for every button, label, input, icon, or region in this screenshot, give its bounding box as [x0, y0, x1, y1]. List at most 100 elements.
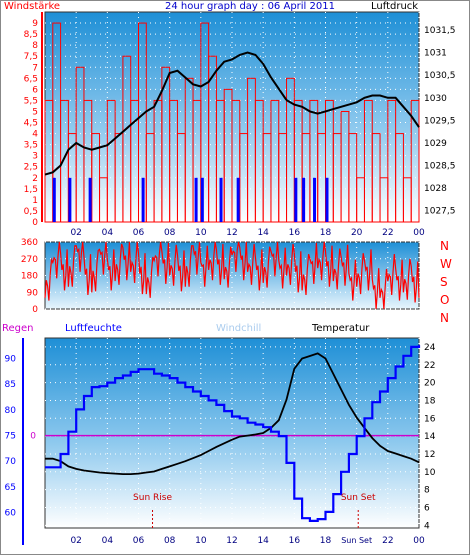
wind-tick-label: 1,5: [24, 185, 38, 195]
pressure-tick-labels: 1027,5 1028 1028,5 1029 1029,5 1030 1030,5 1031…: [424, 26, 456, 217]
gust-bar: [219, 177, 223, 222]
legend-regen: Regen: [2, 323, 34, 334]
temperature-tick-label: 18: [424, 396, 436, 406]
x-tick-labels-bottom: 02 04 06 08 10 12 14 16 18 Sun Set 22 00: [70, 536, 425, 546]
pressure-tick-label: 1031,5: [424, 26, 456, 36]
x-tick-label: 02: [70, 536, 81, 546]
x-tick-label: 04: [102, 228, 114, 238]
wind-tick-label: 0,5: [24, 207, 38, 217]
x-tick-label: 00: [413, 536, 425, 546]
gust-bar: [200, 177, 204, 222]
compass-label: N: [440, 311, 449, 325]
temperature-tick-label: 14: [424, 432, 436, 442]
wind-tick-label: 2,5: [24, 163, 38, 173]
x-tick-label: 10: [195, 536, 207, 546]
direction-tick-label: 0: [32, 305, 38, 315]
temperature-tick-label: 10: [424, 468, 436, 478]
x-tick-label: 04: [102, 536, 114, 546]
gust-bar: [141, 177, 145, 222]
wind-direction-tick-labels: 360 270 180 90 0: [21, 238, 38, 315]
x-tick-label: 06: [133, 536, 145, 546]
x-tick-label: 02: [70, 228, 81, 238]
legend-luftfeuchte: Luftfeuchte: [65, 323, 122, 334]
rain-tick-label: 0: [30, 432, 36, 442]
direction-tick-label: 360: [21, 238, 38, 248]
humidity-tick-labels: 60 65 70 75 80 85 90: [5, 355, 17, 519]
x-tick-label: 20: [351, 228, 363, 238]
gust-bar: [313, 177, 317, 222]
wind-tick-label: 0: [32, 218, 38, 228]
wind-direction-line: [44, 241, 420, 310]
x-tick-label: 12: [226, 228, 237, 238]
temperature-tick-label: 16: [424, 414, 436, 424]
humidity-tick-label: 60: [5, 509, 17, 519]
wind-tick-label: 3: [32, 152, 38, 162]
x-tick-label: 08: [164, 228, 176, 238]
wind-tick-label: 8: [32, 41, 38, 51]
x-tick-label: 16: [289, 536, 301, 546]
compass-label: N: [440, 239, 449, 253]
pressure-tick-label: 1028,5: [424, 162, 456, 172]
direction-tick-label: 90: [27, 288, 39, 298]
wind-tick-label: 6,5: [24, 74, 38, 84]
wind-tick-label: 7: [32, 63, 38, 73]
gust-bars: [52, 177, 329, 222]
x-tick-label: 14: [257, 536, 269, 546]
compass-label: S: [440, 275, 448, 289]
wind-tick-label: 4: [32, 130, 38, 140]
x-tick-label: 06: [133, 228, 145, 238]
sun-set-label: Sun Set: [341, 493, 376, 503]
humidity-tick-label: 65: [5, 483, 16, 493]
page-title: 24 hour graph day : 06 April 2011: [165, 1, 335, 12]
pressure-tick-label: 1028: [424, 184, 447, 194]
x-tick-label: 00: [413, 228, 425, 238]
gust-bar: [194, 177, 198, 222]
humidity-line: [45, 352, 420, 476]
humidity-tick-label: 90: [5, 355, 17, 365]
x-tick-label: 14: [257, 228, 269, 238]
wind-tick-label: 4,5: [24, 119, 38, 129]
x-tick-label: 08: [164, 536, 176, 546]
legend-windchill: Windchill: [216, 323, 261, 334]
x-tick-label: Sun Set: [341, 536, 372, 545]
temperature-tick-label: 24: [424, 343, 436, 353]
wind-tick-label: 3,5: [24, 141, 38, 151]
gust-bar: [88, 177, 92, 222]
wind-bar: [410, 99, 420, 223]
gust-bar: [236, 177, 240, 222]
temperature-tick-label: 6: [424, 503, 430, 513]
pressure-tick-label: 1029: [424, 139, 447, 149]
x-tick-label: 18: [320, 536, 332, 546]
humidity-tick-label: 70: [5, 457, 17, 467]
wind-tick-label: 7,5: [24, 52, 38, 62]
temperature-line: [45, 345, 421, 523]
wind-tick-label: 5: [32, 107, 38, 117]
gust-bar: [52, 177, 56, 222]
temperature-tick-label: 8: [424, 486, 430, 496]
x-tick-label: 22: [382, 536, 393, 546]
wind-direction-grid: [45, 241, 420, 310]
compass-label: W: [440, 257, 452, 271]
x-tick-label: 16: [289, 228, 301, 238]
temperature-tick-labels: 4 6 8 10 12 14 16 18 20 22 24: [424, 343, 436, 531]
pressure-axis-label: Luftdruck: [371, 1, 418, 12]
x-tick-label: 18: [320, 228, 332, 238]
pressure-tick-label: 1030,5: [424, 71, 456, 81]
legend-temperatur: Temperatur: [311, 323, 370, 334]
pressure-tick-label: 1027,5: [424, 207, 456, 217]
gust-bar: [68, 177, 72, 222]
humidity-tick-label: 85: [5, 380, 16, 390]
x-tick-label: 12: [226, 536, 237, 546]
x-tick-label: 10: [195, 228, 207, 238]
compass-label: O: [440, 293, 449, 307]
wind-bars: [44, 22, 420, 223]
temperature-tick-label: 12: [424, 450, 435, 460]
wind-axis-label: Windstärke: [4, 1, 60, 12]
gust-bar: [294, 177, 298, 222]
pressure-tick-label: 1031: [424, 49, 447, 59]
wind-tick-label: 5,5: [24, 96, 38, 106]
wind-tick-label: 9: [32, 19, 38, 29]
x-tick-labels: 02 04 06 08 10 12 14 16 18 20 22 00: [70, 228, 425, 238]
